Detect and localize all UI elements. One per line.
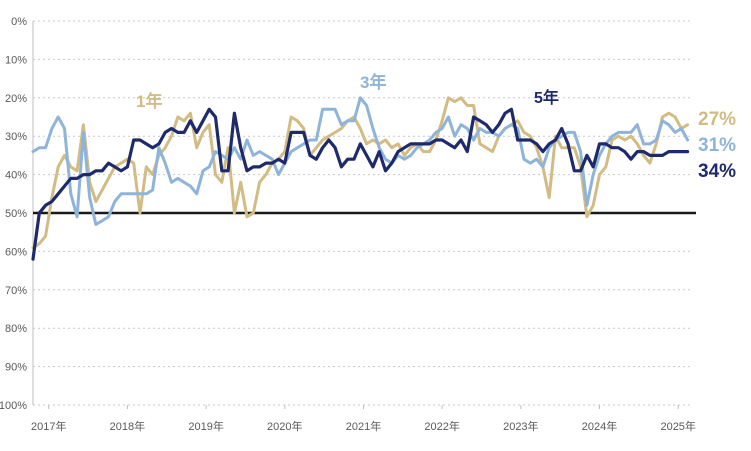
y-tick-label: 40% [5,170,27,182]
series-line-s1 [31,96,690,250]
end-value-label-3-year: 31% [698,135,736,156]
y-tick-label: 90% [5,362,27,374]
series-lines [31,96,690,261]
end-value-label-5-year: 34% [698,161,736,182]
series-line-s3 [31,96,690,226]
x-tick-label: 2019年 [188,419,223,433]
series-line-s5 [31,107,690,261]
y-tick-label: 70% [5,285,27,297]
x-tick-label: 2025年 [660,419,695,433]
x-axis-ticks: 2017年 2018年 2019年 2020年 2021年 2022年 2023年 2024年… [31,405,696,433]
y-tick-label: 10% [5,54,27,66]
y-tick-label: 100% [0,400,27,412]
x-tick-label: 2023年 [503,419,538,433]
x-tick-label: 2020年 [267,419,302,433]
series-label-3-year: 3年 [360,72,386,92]
series-labels: 1年 3年 5年 27% 31% 34% [136,72,736,182]
x-tick-label: 2017年 [31,419,66,433]
y-axis-ticks: 0% 10% 20% 30% 40% 50% 60% 70% 80% 90% 100% [0,16,27,412]
end-value-label-1-year: 27% [698,109,736,130]
x-tick-label: 2021年 [346,419,381,433]
y-tick-label: 30% [5,131,27,143]
x-tick-label: 2022年 [424,419,459,433]
y-tick-label: 0% [11,16,27,28]
y-tick-label: 80% [5,323,27,335]
y-tick-label: 60% [5,246,27,258]
series-label-5-year: 5年 [534,88,559,107]
series-label-1-year: 1年 [136,91,162,111]
x-tick-label: 2018年 [110,419,145,433]
y-tick-label: 50% [5,208,27,220]
x-tick-label: 2024年 [582,419,617,433]
y-tick-label: 20% [5,93,27,105]
